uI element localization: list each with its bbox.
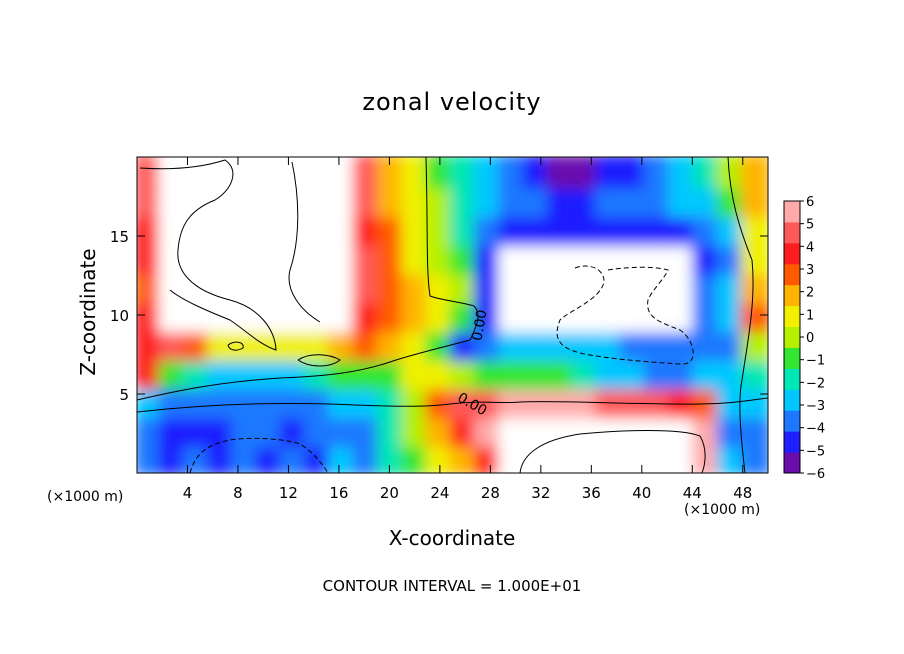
x-tick-label: 48 xyxy=(733,484,752,502)
colorbar-tick-label: −5 xyxy=(806,444,825,459)
colorbar-tick-label: 3 xyxy=(806,263,814,278)
colorbar-swatch xyxy=(784,284,800,307)
colorbar-tick-label: 2 xyxy=(806,286,814,301)
contour-lines xyxy=(137,157,768,473)
x-tick-label: 24 xyxy=(430,484,449,502)
colorbar-swatch xyxy=(784,326,800,348)
colorbar-tick-label: −4 xyxy=(806,422,825,437)
contour-zero-line xyxy=(519,430,706,473)
colorbar-swatch xyxy=(784,221,800,244)
contour-zero-line xyxy=(137,157,479,401)
x-tick-label: 32 xyxy=(531,484,550,502)
y-tick-label: 5 xyxy=(119,386,129,404)
x-tick-label: 20 xyxy=(380,484,399,502)
colorbar-tick-label: 0 xyxy=(806,331,814,346)
colorbar-tick-label: −6 xyxy=(806,467,825,482)
colorbar-tick-label: −1 xyxy=(806,354,825,369)
colorbar-tick-label: 4 xyxy=(806,240,814,255)
colorbar-tick-label: −2 xyxy=(806,376,825,391)
y-tick-label: 15 xyxy=(110,228,129,246)
contour-interval-note: CONTOUR INTERVAL = 1.000E+01 xyxy=(322,577,582,595)
colorbar-swatch xyxy=(784,201,800,223)
x-unit-label-left: (×1000 m) xyxy=(47,489,124,505)
colorbar-swatch xyxy=(784,410,800,432)
colorbar-swatch xyxy=(784,431,800,453)
colorbar-swatch xyxy=(784,347,800,369)
chart-title: zonal velocity xyxy=(362,88,542,116)
colorbar-swatch xyxy=(784,305,800,328)
heatmap-field xyxy=(137,157,768,473)
colorbar-tick-label: 6 xyxy=(806,195,814,210)
x-tick-label: 44 xyxy=(683,484,702,502)
colorbar-swatch xyxy=(784,452,800,474)
x-tick-label: 28 xyxy=(481,484,500,502)
contour-zero-line xyxy=(297,354,341,367)
colorbar-tick-label: −3 xyxy=(806,399,825,414)
contour-zero-line xyxy=(727,157,754,473)
heatmap-cell xyxy=(740,157,768,189)
colorbar-tick-label: 5 xyxy=(806,218,814,233)
x-tick-label: 4 xyxy=(183,484,193,502)
contour-negative-line xyxy=(189,437,329,473)
x-tick-label: 36 xyxy=(582,484,601,502)
contour-zero-line xyxy=(137,397,768,413)
contour-negative-line xyxy=(556,265,694,365)
colorbar-swatch xyxy=(784,389,800,411)
contour-label: 0.00 xyxy=(469,309,490,342)
colorbar-swatch xyxy=(784,263,800,286)
x-unit-label-right: (×1000 m) xyxy=(684,502,761,518)
colorbar-swatch xyxy=(784,242,800,265)
colorbar-swatch xyxy=(784,368,800,390)
x-tick-label: 12 xyxy=(279,484,298,502)
y-tick-label: 10 xyxy=(110,307,129,325)
x-tick-label: 40 xyxy=(632,484,651,502)
x-tick-label: 8 xyxy=(233,484,243,502)
colorbar-tick-label: 1 xyxy=(806,308,814,323)
contour-zero-line xyxy=(139,159,277,351)
y-axis-label: Z-coordinate xyxy=(76,248,100,376)
x-axis-label: X-coordinate xyxy=(388,526,516,550)
x-tick-label: 16 xyxy=(329,484,348,502)
contour-zero-line xyxy=(288,161,321,323)
contour-zero-line xyxy=(227,341,244,351)
colorbar: 6 5 4 3 2 1 0 −1 −2 −3 −4 −5 −6 xyxy=(783,195,825,482)
